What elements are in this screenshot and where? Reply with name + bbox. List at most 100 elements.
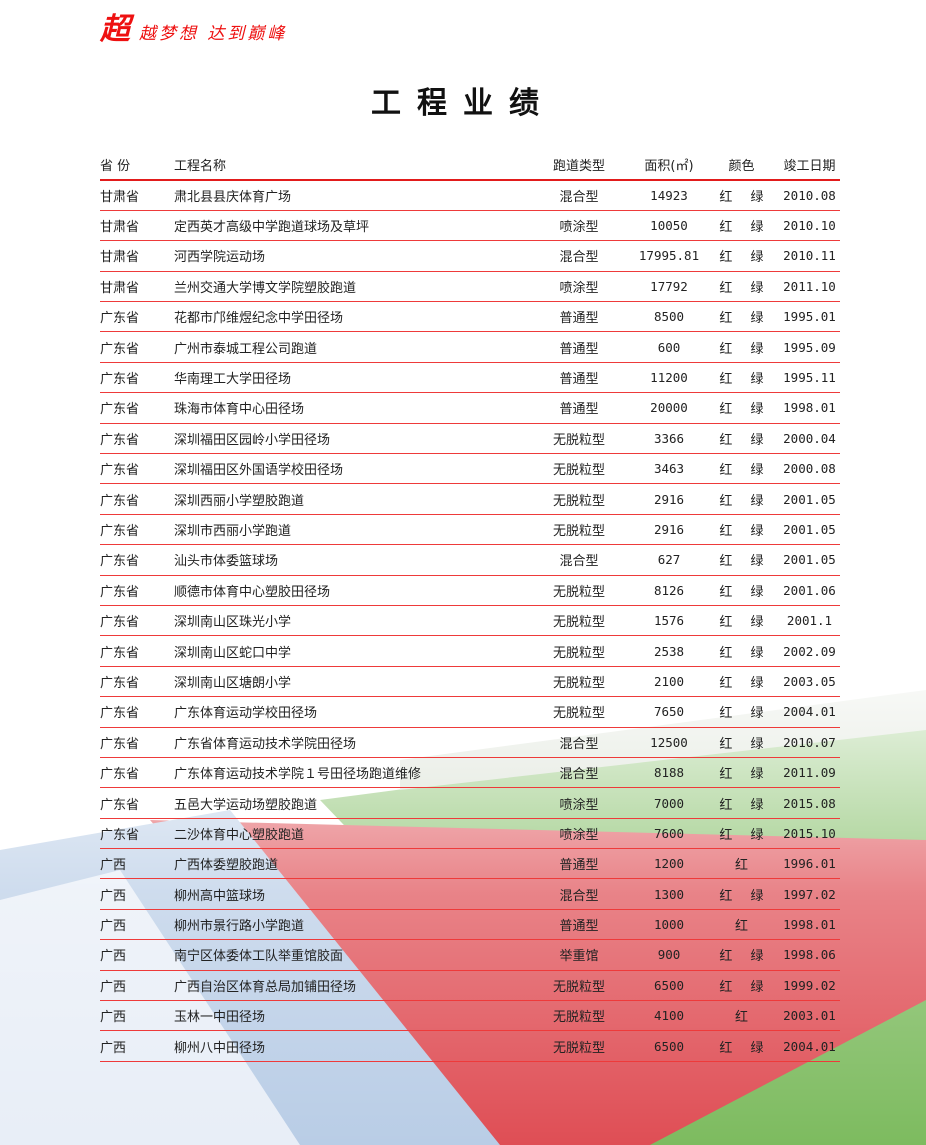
- cell-color: 红: [704, 909, 779, 941]
- cell-province: 广东省: [100, 483, 174, 515]
- cell-area: 627: [634, 544, 704, 576]
- cell-track-type: 无脱粒型: [524, 453, 634, 485]
- cell-area: 8188: [634, 757, 704, 789]
- slogan-logo: 超越梦想 达到巅峰: [100, 4, 287, 48]
- cell-track-type: 混合型: [524, 727, 634, 758]
- cell-color: 红 绿: [704, 301, 779, 333]
- cell-color: 红 绿: [704, 757, 779, 789]
- cell-project-name: 深圳福田区外国语学校田径场: [174, 453, 524, 485]
- cell-province: 广东省: [100, 453, 174, 485]
- cell-province: 广东省: [100, 301, 174, 333]
- table-row: 广东省 深圳南山区蛇口中学 无脱粒型 2538 红 绿 2002.09: [100, 635, 840, 667]
- header-project-name: 工程名称: [174, 150, 524, 181]
- cell-area: 2916: [634, 514, 704, 546]
- cell-color: 红 绿: [704, 271, 779, 303]
- cell-area: 8500: [634, 301, 704, 333]
- cell-area: 7000: [634, 787, 704, 819]
- cell-completion-date: 2010.08: [779, 180, 840, 211]
- cell-track-type: 举重馆: [524, 939, 634, 971]
- cell-track-type: 无脱粒型: [524, 423, 634, 455]
- cell-project-name: 广州市泰城工程公司跑道: [174, 331, 524, 363]
- cell-track-type: 无脱粒型: [524, 1000, 634, 1032]
- cell-completion-date: 2010.10: [779, 210, 840, 242]
- cell-completion-date: 2004.01: [779, 1030, 840, 1062]
- cell-area: 17792: [634, 271, 704, 303]
- cell-completion-date: 2010.07: [779, 727, 840, 758]
- cell-completion-date: 2011.09: [779, 757, 840, 789]
- cell-project-name: 深圳南山区珠光小学: [174, 605, 524, 637]
- cell-color: 红 绿: [704, 787, 779, 819]
- table-row: 广西 柳州市景行路小学跑道 普通型 1000 红 1998.01: [100, 909, 840, 941]
- cell-province: 甘肃省: [100, 240, 174, 272]
- cell-track-type: 无脱粒型: [524, 1030, 634, 1062]
- cell-color: 红: [704, 848, 779, 880]
- cell-track-type: 无脱粒型: [524, 483, 634, 515]
- table-row: 甘肃省 兰州交通大学博文学院塑胶跑道 喷涂型 17792 红 绿 2011.10: [100, 271, 840, 303]
- cell-area: 2100: [634, 666, 704, 698]
- table-row: 广东省 珠海市体育中心田径场 普通型 20000 红 绿 1998.01: [100, 392, 840, 424]
- table-row: 甘肃省 河西学院运动场 混合型 17995.81 红 绿 2010.11: [100, 240, 840, 272]
- cell-completion-date: 2011.10: [779, 271, 840, 303]
- cell-project-name: 柳州市景行路小学跑道: [174, 909, 524, 941]
- cell-project-name: 定西英才高级中学跑道球场及草坪: [174, 210, 524, 242]
- header-area: 面积(㎡): [634, 150, 704, 181]
- cell-completion-date: 2002.09: [779, 635, 840, 667]
- table-row: 广东省 深圳市西丽小学跑道 无脱粒型 2916 红 绿 2001.05: [100, 514, 840, 546]
- cell-province: 广东省: [100, 666, 174, 698]
- cell-completion-date: 2010.11: [779, 240, 840, 272]
- table-row: 广东省 汕头市体委篮球场 混合型 627 红 绿 2001.05: [100, 544, 840, 576]
- cell-completion-date: 1995.11: [779, 362, 840, 394]
- cell-area: 1200: [634, 848, 704, 880]
- cell-project-name: 柳州高中篮球场: [174, 878, 524, 910]
- cell-area: 1300: [634, 878, 704, 910]
- cell-area: 3463: [634, 453, 704, 485]
- cell-project-name: 广东体育运动学校田径场: [174, 696, 524, 728]
- cell-area: 7600: [634, 818, 704, 850]
- cell-area: 1000: [634, 909, 704, 941]
- cell-area: 900: [634, 939, 704, 971]
- cell-color: 红 绿: [704, 605, 779, 637]
- cell-project-name: 广西自治区体育总局加铺田径场: [174, 970, 524, 1002]
- cell-track-type: 混合型: [524, 180, 634, 211]
- cell-province: 广东省: [100, 575, 174, 606]
- cell-project-name: 广东省体育运动技术学院田径场: [174, 727, 524, 758]
- cell-area: 2538: [634, 635, 704, 667]
- cell-track-type: 普通型: [524, 848, 634, 880]
- table-row: 广东省 五邑大学运动场塑胶跑道 喷涂型 7000 红 绿 2015.08: [100, 787, 840, 819]
- table-row: 广东省 广州市泰城工程公司跑道 普通型 600 红 绿 1995.09: [100, 331, 840, 363]
- cell-province: 甘肃省: [100, 271, 174, 303]
- cell-area: 600: [634, 331, 704, 363]
- cell-color: 红 绿: [704, 575, 779, 606]
- cell-province: 广东省: [100, 635, 174, 667]
- cell-completion-date: 1997.02: [779, 878, 840, 910]
- cell-province: 广东省: [100, 605, 174, 637]
- table-row: 广东省 广东体育运动学校田径场 无脱粒型 7650 红 绿 2004.01: [100, 696, 840, 728]
- table-row: 广西 玉林一中田径场 无脱粒型 4100 红 2003.01: [100, 1000, 840, 1032]
- cell-track-type: 喷涂型: [524, 787, 634, 819]
- cell-color: 红 绿: [704, 666, 779, 698]
- cell-color: 红: [704, 1000, 779, 1032]
- cell-project-name: 柳州八中田径场: [174, 1030, 524, 1062]
- cell-color: 红 绿: [704, 423, 779, 455]
- table-row: 广东省 深圳南山区塘朗小学 无脱粒型 2100 红 绿 2003.05: [100, 666, 840, 698]
- cell-province: 广西: [100, 1000, 174, 1032]
- cell-color: 红 绿: [704, 240, 779, 272]
- cell-area: 17995.81: [634, 240, 704, 272]
- cell-color: 红 绿: [704, 180, 779, 211]
- cell-area: 20000: [634, 392, 704, 424]
- cell-color: 红 绿: [704, 331, 779, 363]
- cell-area: 10050: [634, 210, 704, 242]
- header-track-type: 跑道类型: [524, 150, 634, 181]
- header-completion-date: 竣工日期: [779, 150, 840, 181]
- cell-completion-date: 1999.02: [779, 970, 840, 1002]
- cell-project-name: 深圳市西丽小学跑道: [174, 514, 524, 546]
- cell-color: 红 绿: [704, 362, 779, 394]
- cell-province: 广西: [100, 970, 174, 1002]
- slogan-text: 越梦想 达到巅峰: [139, 24, 288, 44]
- table-row: 广西 南宁区体委体工队举重馆胶面 举重馆 900 红 绿 1998.06: [100, 939, 840, 971]
- cell-project-name: 深圳南山区塘朗小学: [174, 666, 524, 698]
- page-title: 工程业绩: [371, 86, 555, 121]
- table-row: 广东省 深圳南山区珠光小学 无脱粒型 1576 红 绿 2001.1: [100, 605, 840, 637]
- cell-track-type: 普通型: [524, 362, 634, 394]
- cell-track-type: 喷涂型: [524, 271, 634, 303]
